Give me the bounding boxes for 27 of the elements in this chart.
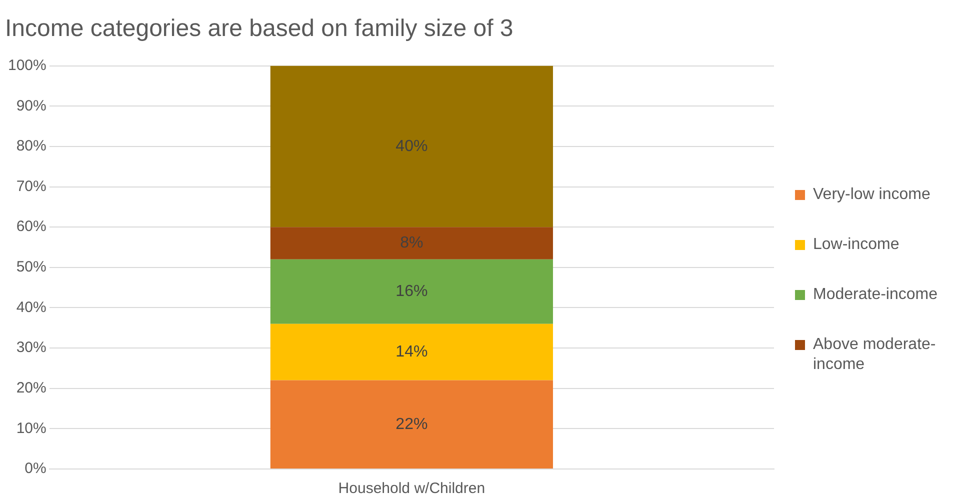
x-tick-label: Household w/Children bbox=[338, 480, 486, 498]
data-label: 22% bbox=[396, 416, 428, 433]
y-tick-label: 70% bbox=[16, 178, 46, 195]
y-tick-label: 90% bbox=[16, 97, 46, 114]
y-tick-label: 50% bbox=[16, 258, 46, 276]
bar bbox=[270, 324, 553, 380]
legend-label: Moderate-income bbox=[813, 285, 938, 305]
y-tick-label: 30% bbox=[16, 339, 46, 356]
data-label: 8% bbox=[400, 234, 424, 252]
legend-label: Very-low income bbox=[813, 185, 930, 205]
y-tick-label: 10% bbox=[16, 420, 46, 437]
chart-title: Income categories are based on family size of 3 bbox=[5, 15, 514, 42]
data-label: 14% bbox=[396, 343, 428, 360]
data-label: 16% bbox=[396, 283, 428, 300]
data-label: 40% bbox=[396, 138, 428, 155]
y-tick-label: 100% bbox=[8, 56, 46, 74]
y-tick-label: 0% bbox=[24, 460, 46, 478]
legend-label: Above moderate-income bbox=[813, 335, 937, 375]
bar bbox=[270, 227, 553, 260]
bar bbox=[270, 66, 553, 228]
y-tick-label: 40% bbox=[16, 298, 46, 316]
bar bbox=[270, 259, 553, 324]
legend-label: Low-income bbox=[813, 235, 900, 255]
y-tick-label: 80% bbox=[16, 138, 46, 155]
bar bbox=[270, 380, 553, 468]
y-tick-label: 20% bbox=[16, 380, 46, 396]
y-tick-label: 60% bbox=[16, 218, 46, 236]
